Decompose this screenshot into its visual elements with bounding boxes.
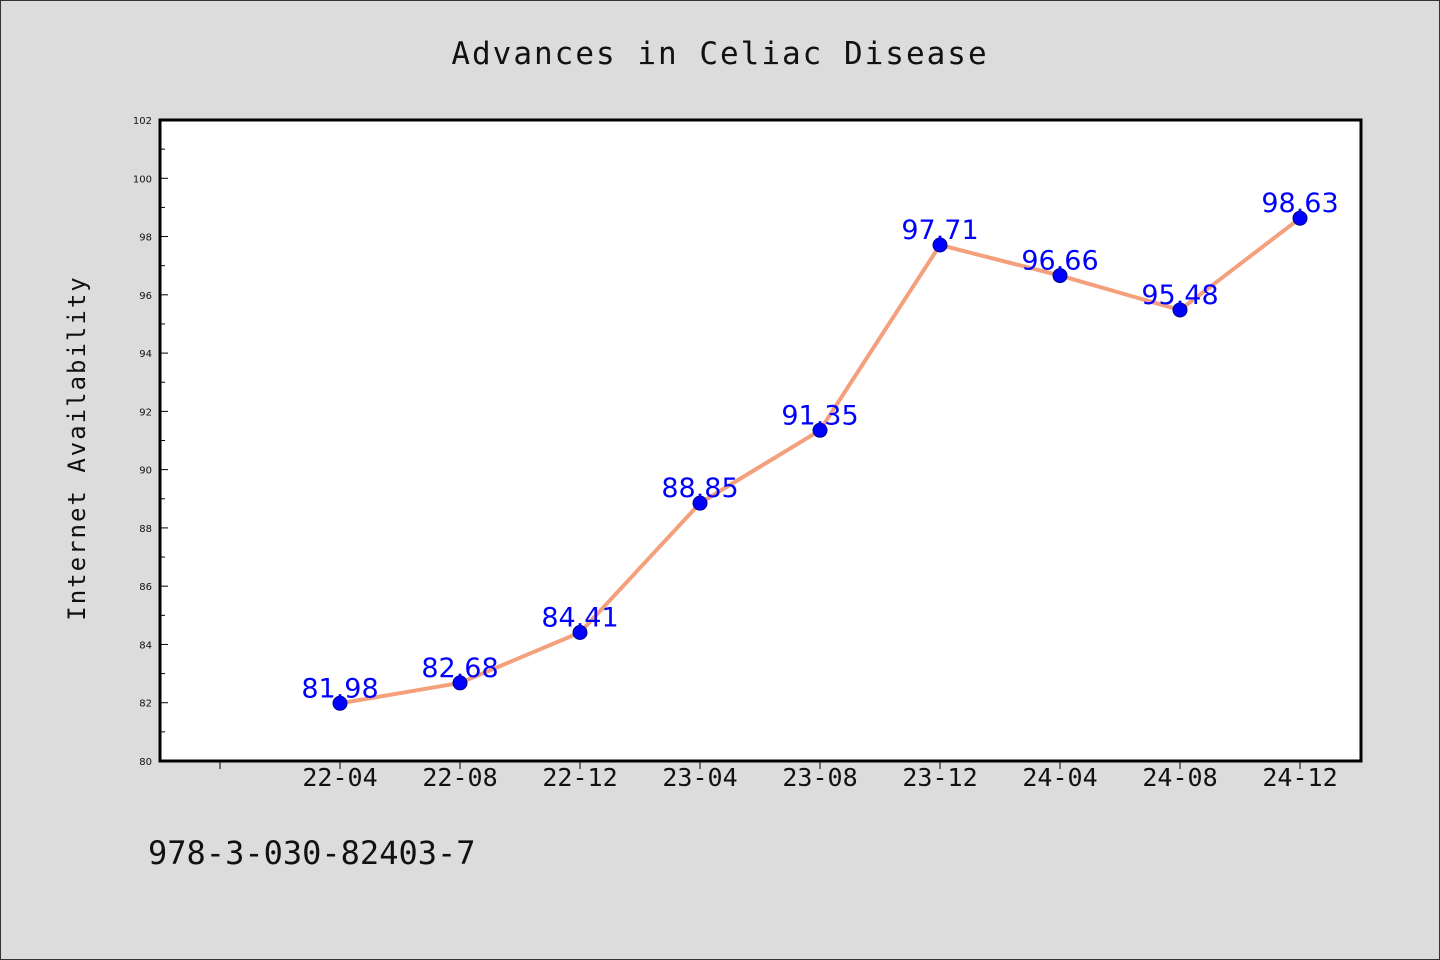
chart-title: Advances in Celiac Disease: [451, 36, 988, 72]
x-tick-label: 22-04: [302, 763, 377, 792]
data-point: [332, 695, 348, 711]
plot-area: [158, 118, 1363, 763]
data-label: 96.66: [1021, 246, 1098, 277]
data-label: 82.68: [421, 653, 498, 684]
y-tick-label: 86: [139, 582, 152, 593]
data-point: [572, 625, 588, 641]
data-point: [1052, 268, 1068, 284]
y-tick-label: 92: [139, 407, 152, 418]
data-point: [692, 495, 708, 511]
y-tick-label: 88: [139, 524, 152, 535]
x-tick-label: 24-12: [1262, 763, 1337, 792]
x-tick-label: 24-04: [1022, 763, 1097, 792]
y-tick-label: 96: [139, 291, 152, 302]
data-label: 81.98: [301, 673, 378, 704]
x-tick-label: 23-12: [902, 763, 977, 792]
y-tick-label: 98: [139, 233, 152, 244]
data-point: [1172, 302, 1188, 318]
x-axis: 22-04 22-08 22-12 23-04 23-08 23-12 24-04 24-08…: [219, 761, 1338, 792]
y-tick-label: 90: [139, 466, 152, 477]
data-label: 91.35: [781, 400, 858, 431]
y-axis-label: Internet Availability: [63, 275, 91, 620]
series-layer: [332, 210, 1308, 711]
y-tick-label: 102: [133, 116, 152, 127]
data-label: 84.41: [541, 603, 618, 634]
x-tick-label: 22-12: [542, 763, 617, 792]
x-tick-label: 22-08: [422, 763, 497, 792]
x-tick-label: 23-08: [782, 763, 857, 792]
y-tick-label: 80: [139, 757, 152, 768]
data-point: [812, 422, 828, 438]
y-tick-label: 100: [133, 174, 152, 185]
data-label: 97.71: [901, 215, 978, 246]
data-label: 95.48: [1141, 280, 1218, 311]
y-axis: 80 82 84 86 88 90 92 94 96 98 100 102: [133, 116, 168, 768]
x-tick-label: 24-08: [1142, 763, 1217, 792]
data-point: [932, 237, 948, 253]
data-label: 98.63: [1261, 188, 1338, 219]
footnote: 978-3-030-82403-7: [148, 834, 476, 872]
data-label: 88.85: [661, 473, 738, 504]
x-tick-label: 23-04: [662, 763, 737, 792]
y-tick-label: 94: [139, 349, 152, 360]
data-point: [452, 675, 468, 691]
y-tick-label: 82: [139, 699, 152, 710]
y-tick-label: 84: [139, 640, 152, 651]
data-labels: 81.98 82.68 84.41 88.85 91.35 97.71 96.66 95.48…: [301, 188, 1338, 704]
data-point: [1292, 210, 1308, 226]
